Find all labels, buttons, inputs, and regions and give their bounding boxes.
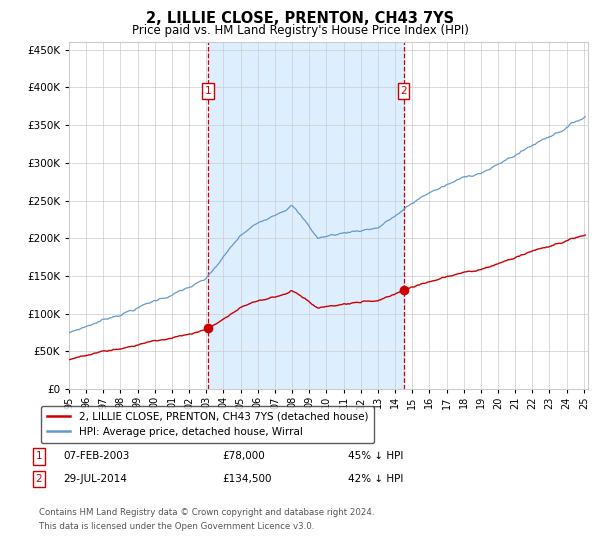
Legend: 2, LILLIE CLOSE, PRENTON, CH43 7YS (detached house), HPI: Average price, detache: 2, LILLIE CLOSE, PRENTON, CH43 7YS (deta… <box>41 405 374 444</box>
Text: £134,500: £134,500 <box>222 474 271 484</box>
Text: 2, LILLIE CLOSE, PRENTON, CH43 7YS: 2, LILLIE CLOSE, PRENTON, CH43 7YS <box>146 11 454 26</box>
Text: 45% ↓ HPI: 45% ↓ HPI <box>348 451 403 461</box>
Text: Price paid vs. HM Land Registry's House Price Index (HPI): Price paid vs. HM Land Registry's House … <box>131 24 469 36</box>
Text: £78,000: £78,000 <box>222 451 265 461</box>
Text: 1: 1 <box>35 451 43 461</box>
Text: 2: 2 <box>400 86 407 96</box>
Text: 42% ↓ HPI: 42% ↓ HPI <box>348 474 403 484</box>
Text: 1: 1 <box>205 86 211 96</box>
Bar <box>208 42 404 389</box>
Text: This data is licensed under the Open Government Licence v3.0.: This data is licensed under the Open Gov… <box>39 522 314 531</box>
Text: 07-FEB-2003: 07-FEB-2003 <box>63 451 130 461</box>
Text: 29-JUL-2014: 29-JUL-2014 <box>63 474 127 484</box>
Text: Contains HM Land Registry data © Crown copyright and database right 2024.: Contains HM Land Registry data © Crown c… <box>39 508 374 517</box>
Text: 2: 2 <box>35 474 43 484</box>
